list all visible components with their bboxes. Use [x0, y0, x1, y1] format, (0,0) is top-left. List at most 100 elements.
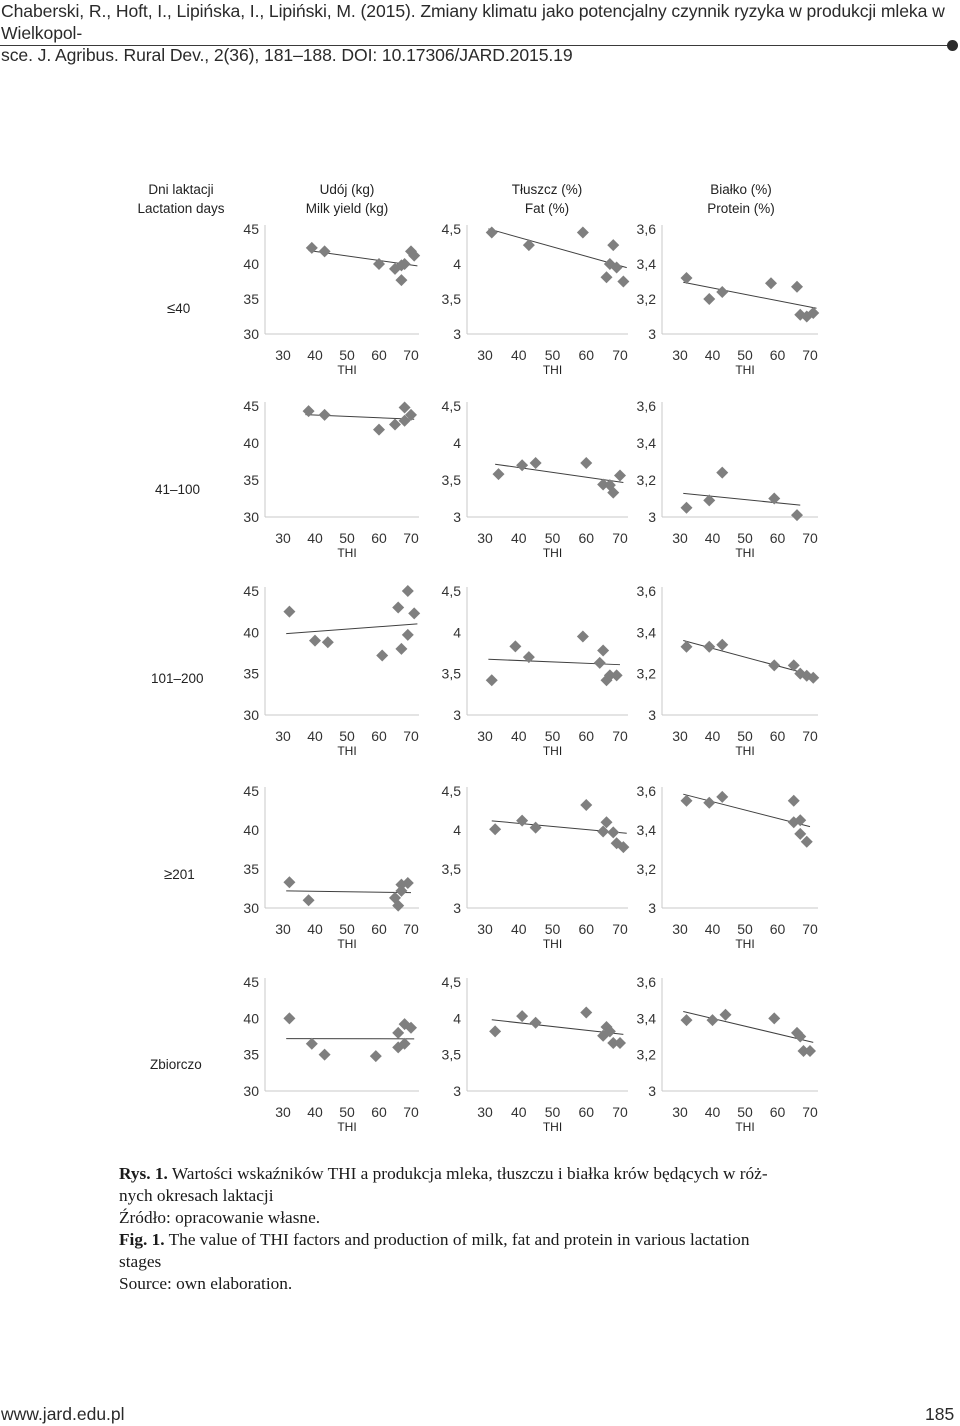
x-axis-title: THI: [543, 937, 562, 951]
column-header-en: Fat (%): [524, 201, 570, 216]
x-tick-label: 50: [339, 728, 355, 744]
y-tick-label: 30: [243, 326, 259, 342]
row-label-symbol: ≤: [167, 300, 176, 317]
x-tick-label: 70: [612, 347, 628, 363]
y-tick-label: 45: [243, 583, 259, 599]
y-tick-label: 4,5: [442, 221, 462, 237]
x-tick-label: 30: [477, 347, 493, 363]
x-tick-label: 30: [672, 530, 688, 546]
column-header-en: Milk yield (kg): [305, 201, 389, 216]
row-label-text: 40: [175, 301, 191, 316]
data-point-marker: [765, 277, 777, 290]
data-point-marker: [768, 492, 781, 505]
row-label-101-200: 101–200: [151, 671, 204, 686]
y-tick-label: 3,2: [637, 666, 657, 682]
trend-line: [683, 1011, 814, 1043]
y-tick-label: 4: [453, 822, 461, 838]
data-point-marker: [807, 307, 820, 319]
data-point-marker: [603, 1025, 616, 1038]
scatter-panel: 3 3,5 4 4,5 30 40 50 60 70 THI: [442, 221, 630, 377]
caption-rys-text: Wartości wskaźników THI a produkcja mlek…: [171, 1164, 768, 1183]
x-tick-label: 40: [705, 347, 721, 363]
x-tick-label: 70: [403, 921, 419, 937]
data-point-marker: [509, 640, 522, 653]
x-tick-label: 50: [339, 530, 355, 546]
header-rule-dot: [947, 40, 958, 51]
data-point-marker: [373, 258, 385, 270]
data-point-marker: [716, 286, 729, 298]
data-point-marker: [392, 601, 405, 614]
y-tick-label: 3: [648, 1083, 656, 1099]
data-point-marker: [617, 275, 630, 288]
data-point-marker: [283, 605, 296, 618]
row-label-41-100: 41–100: [155, 482, 200, 497]
x-tick-label: 50: [339, 921, 355, 937]
data-point-marker: [787, 794, 800, 807]
y-tick-label: 40: [243, 624, 259, 640]
y-tick-label: 40: [243, 1010, 259, 1026]
data-point-marker: [305, 1037, 318, 1050]
x-axis-title: THI: [543, 1120, 562, 1134]
scatter-panel: 3 3,2 3,4 3,6 30 40 50 60 70 THI: [637, 583, 820, 758]
data-point-marker: [485, 674, 498, 687]
scatter-panel: 3 3,5 4 4,5 30 40 50 60 70 THI: [442, 783, 630, 951]
data-point-marker: [614, 1037, 626, 1050]
row-label-text: 101–200: [151, 671, 204, 686]
x-tick-label: 60: [371, 347, 387, 363]
x-tick-label: 50: [545, 530, 561, 546]
data-point-marker: [703, 796, 716, 809]
x-tick-label: 30: [477, 1104, 493, 1120]
x-tick-label: 50: [545, 921, 561, 937]
y-tick-label: 30: [243, 707, 259, 723]
row-label-symbol: ≥: [164, 866, 173, 883]
y-tick-label: 4: [453, 256, 461, 272]
data-point-marker: [401, 628, 414, 641]
y-tick-label: 4: [453, 435, 461, 451]
x-tick-label: 70: [802, 530, 818, 546]
x-tick-label: 30: [477, 530, 493, 546]
x-tick-label: 70: [403, 530, 419, 546]
data-point-marker: [794, 1030, 807, 1043]
scatter-panel: 3 3,2 3,4 3,6 30 40 50 60 70 THI: [637, 974, 818, 1134]
x-tick-label: 30: [275, 347, 291, 363]
figure-caption: Rys. 1. Wartości wskaźników THI a produk…: [119, 1163, 844, 1295]
x-tick-label: 50: [737, 921, 753, 937]
data-point-marker: [321, 636, 334, 649]
x-tick-label: 60: [578, 1104, 594, 1120]
scatter-panel: 30 35 40 45 30 40 50 60 70 THI: [243, 398, 419, 560]
y-tick-label: 4: [453, 624, 461, 640]
x-axis-title: THI: [735, 937, 754, 951]
caption-rys: Rys. 1. Wartości wskaźników THI a produk…: [119, 1163, 844, 1185]
data-point-marker: [405, 408, 417, 421]
data-point-marker: [398, 414, 411, 427]
data-point-marker: [529, 1016, 542, 1029]
data-point-marker: [716, 638, 729, 651]
column-header-en: Lactation days: [137, 201, 225, 216]
row-label-zbiorczo: Zbiorczo: [150, 1057, 202, 1072]
row-label-text: 201: [172, 867, 195, 882]
data-point-marker: [607, 1037, 620, 1050]
data-point-marker: [593, 656, 606, 669]
x-tick-label: 60: [371, 1104, 387, 1120]
data-point-marker: [791, 280, 803, 293]
data-point-marker: [395, 884, 408, 897]
data-point-marker: [485, 226, 498, 239]
x-tick-label: 40: [705, 921, 721, 937]
y-tick-label: 3: [453, 1083, 461, 1099]
x-tick-label: 50: [545, 347, 561, 363]
x-tick-label: 60: [371, 921, 387, 937]
data-point-marker: [529, 456, 542, 469]
data-point-marker: [603, 669, 616, 682]
data-point-marker: [768, 1012, 781, 1025]
y-tick-label: 3: [648, 509, 656, 525]
x-tick-label: 70: [403, 728, 419, 744]
data-point-marker: [318, 1048, 331, 1061]
data-point-marker: [703, 640, 716, 653]
data-point-marker: [680, 501, 693, 514]
scatter-panel: 30 35 40 45 30 40 50 60 70 THI: [243, 221, 421, 377]
column-header-lactation: Dni laktacji Lactation days: [81, 180, 281, 218]
x-tick-label: 30: [672, 347, 688, 363]
data-point-marker: [800, 835, 813, 848]
x-tick-label: 40: [307, 530, 323, 546]
y-tick-label: 4,5: [442, 783, 462, 799]
